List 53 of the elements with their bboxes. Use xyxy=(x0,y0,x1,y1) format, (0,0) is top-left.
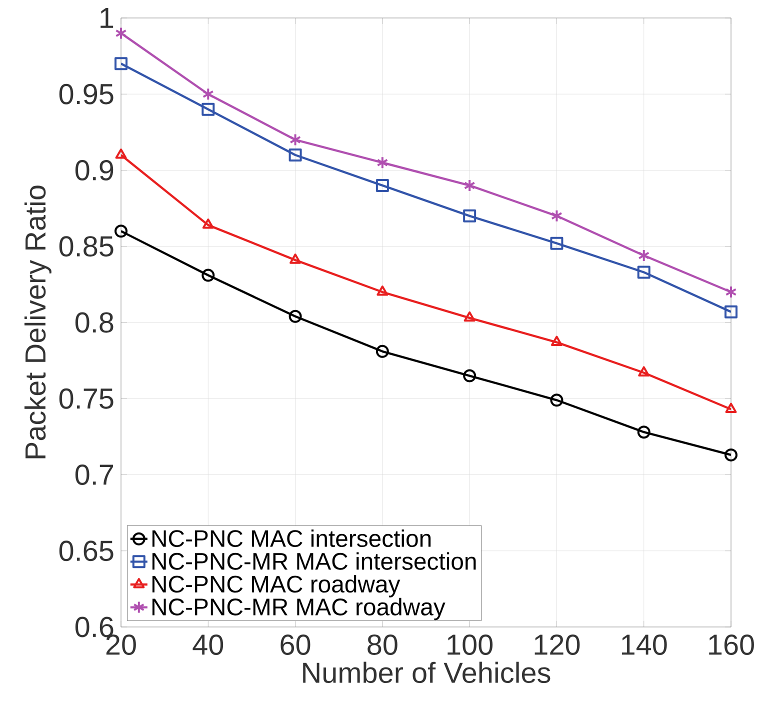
point xyxy=(115,148,127,159)
point xyxy=(288,148,302,162)
x-tick-label: 40 xyxy=(192,634,224,655)
x-tick-label: 120 xyxy=(534,634,580,655)
y-tick-label: 0.85 xyxy=(59,236,114,257)
point xyxy=(550,336,562,346)
x-tick-label: 100 xyxy=(448,634,493,655)
legend-label: NC-PNC-MR MAC intersection xyxy=(152,552,476,570)
point xyxy=(202,268,215,282)
point xyxy=(202,218,214,229)
point xyxy=(724,305,738,318)
point xyxy=(464,178,476,192)
point xyxy=(725,402,737,414)
point xyxy=(376,156,388,170)
x-tick-label: 60 xyxy=(280,634,310,655)
y-tick-label: 1 xyxy=(100,8,114,28)
legend-label: NC-PNC MAC roadway xyxy=(152,575,400,598)
legend-label: NC-PNC-MR MAC roadway xyxy=(152,598,446,620)
point xyxy=(202,88,214,101)
point xyxy=(638,248,650,262)
point xyxy=(288,310,302,323)
point xyxy=(115,26,127,40)
y-tick-label: 0.65 xyxy=(59,540,114,562)
point xyxy=(550,394,564,407)
y-tick-label: 0.8 xyxy=(75,312,114,333)
x-tick-label: 160 xyxy=(709,634,754,655)
point xyxy=(637,426,650,439)
point xyxy=(550,236,564,250)
point xyxy=(376,178,389,192)
point xyxy=(724,448,738,462)
point xyxy=(376,286,388,296)
point xyxy=(290,254,302,264)
point xyxy=(464,311,476,322)
y-tick-label: 0.75 xyxy=(59,388,114,409)
point xyxy=(114,224,128,238)
x-tick-label: 80 xyxy=(368,634,398,655)
point xyxy=(114,57,128,70)
point xyxy=(202,102,215,116)
y-tick-label: 0.95 xyxy=(59,84,114,104)
legend-label: NC-PNC MAC intersection xyxy=(152,529,431,548)
point xyxy=(725,286,737,299)
point xyxy=(463,209,476,222)
y-tick-label: 0.9 xyxy=(75,160,114,180)
point xyxy=(637,266,650,279)
point xyxy=(550,209,562,222)
point xyxy=(376,344,389,358)
y-tick-label: 0.7 xyxy=(75,464,114,485)
x-axis-title: Number of Vehicles xyxy=(303,662,550,684)
point xyxy=(638,366,650,376)
point xyxy=(290,133,302,146)
y-axis-title: Packet Delivery Ratio xyxy=(24,186,52,458)
point xyxy=(463,369,476,382)
x-tick-label: 140 xyxy=(622,634,667,655)
